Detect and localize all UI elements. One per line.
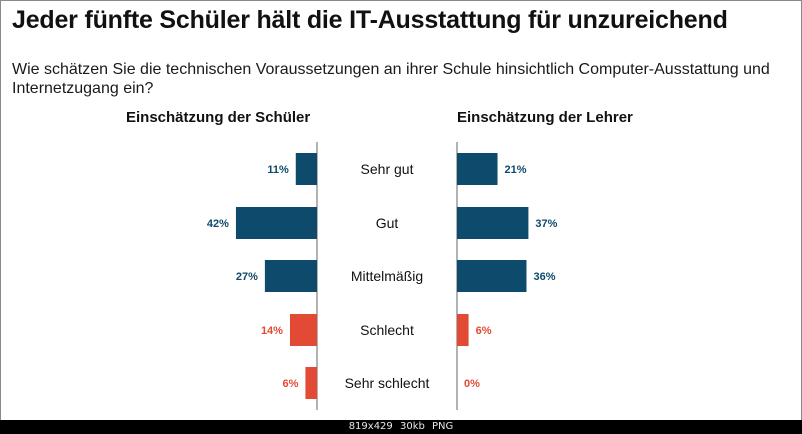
- teachers-bar-schlecht: [457, 314, 469, 346]
- teachers-value-label-mittelmäßig: 36%: [533, 271, 555, 283]
- chart-subtitle: Wie schätzen Sie die technischen Vorauss…: [12, 61, 770, 97]
- teachers-value-label-gut: 37%: [535, 218, 557, 230]
- image-dimensions: 819x429: [348, 421, 393, 432]
- chart-title: Jeder fünfte Schüler hält die IT-Ausstat…: [12, 6, 728, 34]
- category-label-mittelmäßig: Mittelmäßig: [351, 268, 423, 284]
- students-bar-gut: [235, 207, 317, 239]
- category-label-schlecht: Schlecht: [360, 322, 414, 338]
- teachers-bar-gut: [457, 207, 529, 239]
- students-value-label-sehr-gut: 11%: [267, 164, 289, 176]
- teachers-value-label-sehr-schlecht: 0%: [464, 378, 480, 390]
- image-info-bar: 819x429 30kb PNG: [0, 420, 802, 434]
- students-bar-schlecht: [289, 314, 317, 346]
- image-format: PNG: [432, 421, 454, 432]
- image-filesize: 30kb: [399, 421, 425, 432]
- teachers-value-label-schlecht: 6%: [476, 325, 492, 337]
- students-column-heading: Einschätzung der Schüler: [126, 109, 311, 126]
- students-value-label-schlecht: 14%: [261, 325, 283, 337]
- category-label-sehr-schlecht: Sehr schlecht: [345, 375, 430, 391]
- teachers-bar-sehr-gut: [457, 153, 498, 185]
- teachers-column-heading: Einschätzung der Lehrer: [457, 109, 633, 126]
- teachers-value-label-sehr-gut: 21%: [505, 164, 527, 176]
- students-value-label-sehr-schlecht: 6%: [283, 378, 299, 390]
- students-value-label-mittelmäßig: 27%: [236, 271, 258, 283]
- students-bar-mittelmäßig: [264, 260, 317, 292]
- students-bar-sehr-gut: [295, 153, 317, 185]
- students-value-label-gut: 42%: [207, 218, 229, 230]
- teachers-bar-mittelmäßig: [457, 260, 527, 292]
- category-label-sehr-gut: Sehr gut: [361, 161, 414, 177]
- category-label-gut: Gut: [376, 215, 399, 231]
- students-bar-sehr-schlecht: [305, 367, 317, 399]
